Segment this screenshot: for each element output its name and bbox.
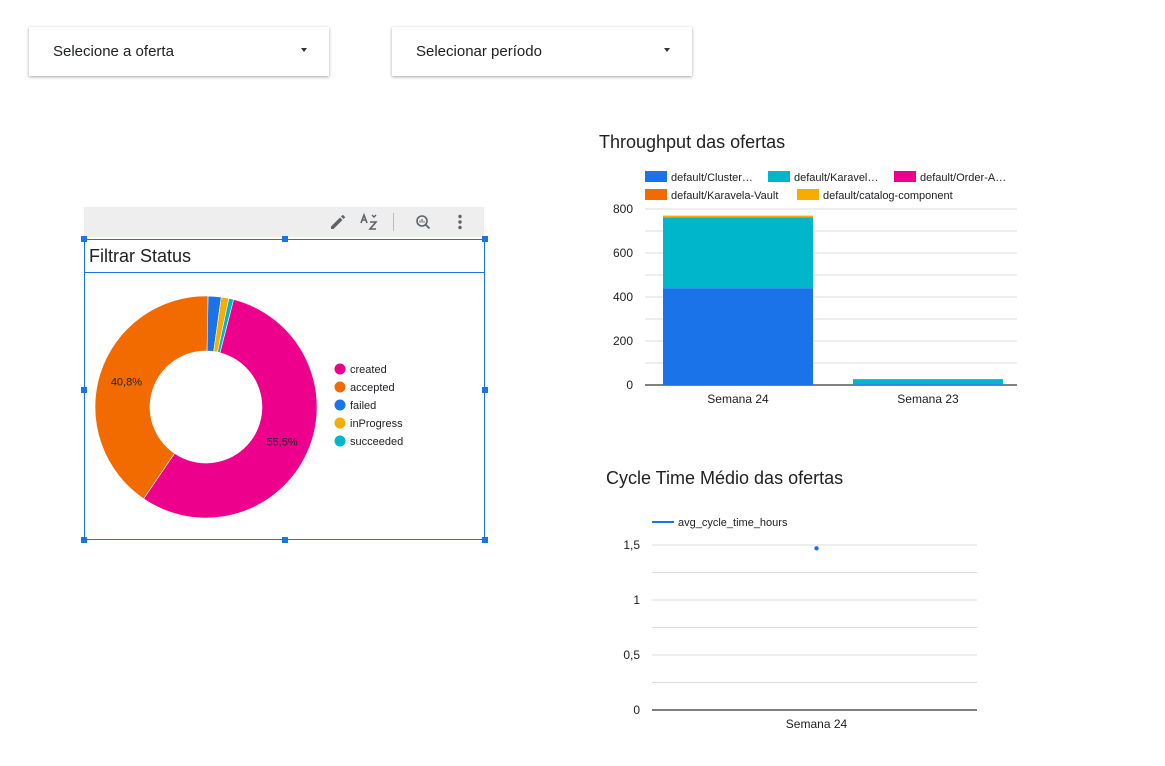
legend-swatch-created — [334, 363, 346, 375]
legend-label-accepted: accepted — [350, 382, 395, 394]
pie-slice-label: 55,5% — [267, 436, 298, 448]
pie-slice-label: 40,8% — [111, 377, 142, 389]
bar-segment — [663, 217, 813, 289]
legend-swatch-succeeded — [334, 435, 346, 447]
pie-slice-created — [143, 299, 318, 519]
y-tick-label: 400 — [613, 290, 633, 304]
toolbar-divider — [393, 213, 394, 231]
caret-down-icon — [664, 48, 670, 52]
legend-label: default/Karavela-Vault — [671, 190, 778, 202]
resize-handle[interactable] — [81, 236, 87, 242]
throughput-chart-title: Throughput das ofertas — [599, 132, 786, 152]
offer-select-label: Selecione a oferta — [53, 43, 174, 60]
legend-label: avg_cycle_time_hours — [678, 517, 788, 529]
resize-handle[interactable] — [81, 537, 87, 543]
pie-slice-succeeded — [217, 298, 234, 354]
x-tick-label: Semana 23 — [897, 392, 959, 406]
legend-label-succeeded: succeeded — [350, 436, 403, 448]
y-tick-label: 600 — [613, 246, 633, 260]
widget-toolbar — [84, 207, 484, 237]
cycle-time-chart-title: Cycle Time Médio das ofertas — [606, 468, 844, 488]
legend-swatch — [645, 171, 667, 182]
legend-label: default/Order-A… — [920, 172, 1006, 184]
bar-segment — [853, 379, 1003, 385]
x-tick-label: Semana 24 — [707, 392, 769, 406]
period-select-label: Selecionar período — [416, 43, 542, 60]
legend-swatch — [768, 171, 790, 182]
legend-swatch-accepted — [334, 381, 346, 393]
pie-slice-accepted — [94, 295, 209, 500]
y-tick-label: 0 — [626, 378, 633, 392]
resize-handle[interactable] — [282, 236, 288, 242]
data-point — [814, 546, 819, 551]
bar-segment — [663, 288, 813, 385]
zoom-icon[interactable] — [413, 212, 433, 232]
more-vert-icon[interactable] — [450, 212, 470, 232]
resize-handle[interactable] — [482, 236, 488, 242]
y-tick-label: 200 — [613, 334, 633, 348]
legend-label-failed: failed — [350, 400, 376, 412]
bar-segment — [663, 215, 813, 218]
legend-swatch-failed — [334, 399, 346, 411]
resize-handle[interactable] — [282, 537, 288, 543]
resize-handle[interactable] — [482, 537, 488, 543]
x-tick-label: Semana 24 — [786, 717, 848, 731]
caret-down-icon — [301, 48, 307, 52]
legend-label: default/Cluster… — [671, 172, 753, 184]
y-tick-label: 0,5 — [623, 648, 640, 662]
legend-swatch — [894, 171, 916, 182]
y-tick-label: 800 — [613, 202, 633, 216]
legend-label: default/Karavel… — [794, 172, 878, 184]
offer-select[interactable]: Selecione a oferta — [29, 27, 329, 76]
pencil-icon[interactable] — [328, 212, 348, 232]
legend-label-inProgress: inProgress — [350, 418, 403, 430]
legend-label-created: created — [350, 364, 387, 376]
status-widget-title: Filtrar Status — [89, 246, 192, 266]
bar-segment — [853, 384, 1003, 385]
resize-handle[interactable] — [81, 387, 87, 393]
legend-swatch-inProgress — [334, 417, 346, 429]
cycle-time-chart[interactable]: avg_cycle_time_hours 0 0,5 1 1,5 Semana 24 — [605, 508, 1005, 738]
resize-handle[interactable] — [482, 387, 488, 393]
period-select[interactable]: Selecionar período — [392, 27, 692, 76]
status-widget-title-bar: Filtrar Status — [85, 240, 484, 273]
legend-swatch — [645, 189, 667, 200]
sort-az-icon[interactable] — [359, 212, 379, 232]
y-tick-label: 0 — [633, 703, 640, 717]
y-tick-label: 1 — [633, 593, 640, 607]
status-donut-chart[interactable]: 55,5% 40,8% created accepted failed inProgres… — [85, 273, 484, 539]
y-tick-label: 1,5 — [623, 538, 640, 552]
status-filter-widget[interactable]: Filtrar Status 55,5% 40,8% created accepted… — [84, 239, 485, 540]
throughput-bar-chart[interactable]: default/Cluster… default/Karavel… default/… — [595, 165, 1035, 415]
legend-swatch — [797, 189, 819, 200]
legend-label: default/catalog-component — [823, 190, 953, 202]
